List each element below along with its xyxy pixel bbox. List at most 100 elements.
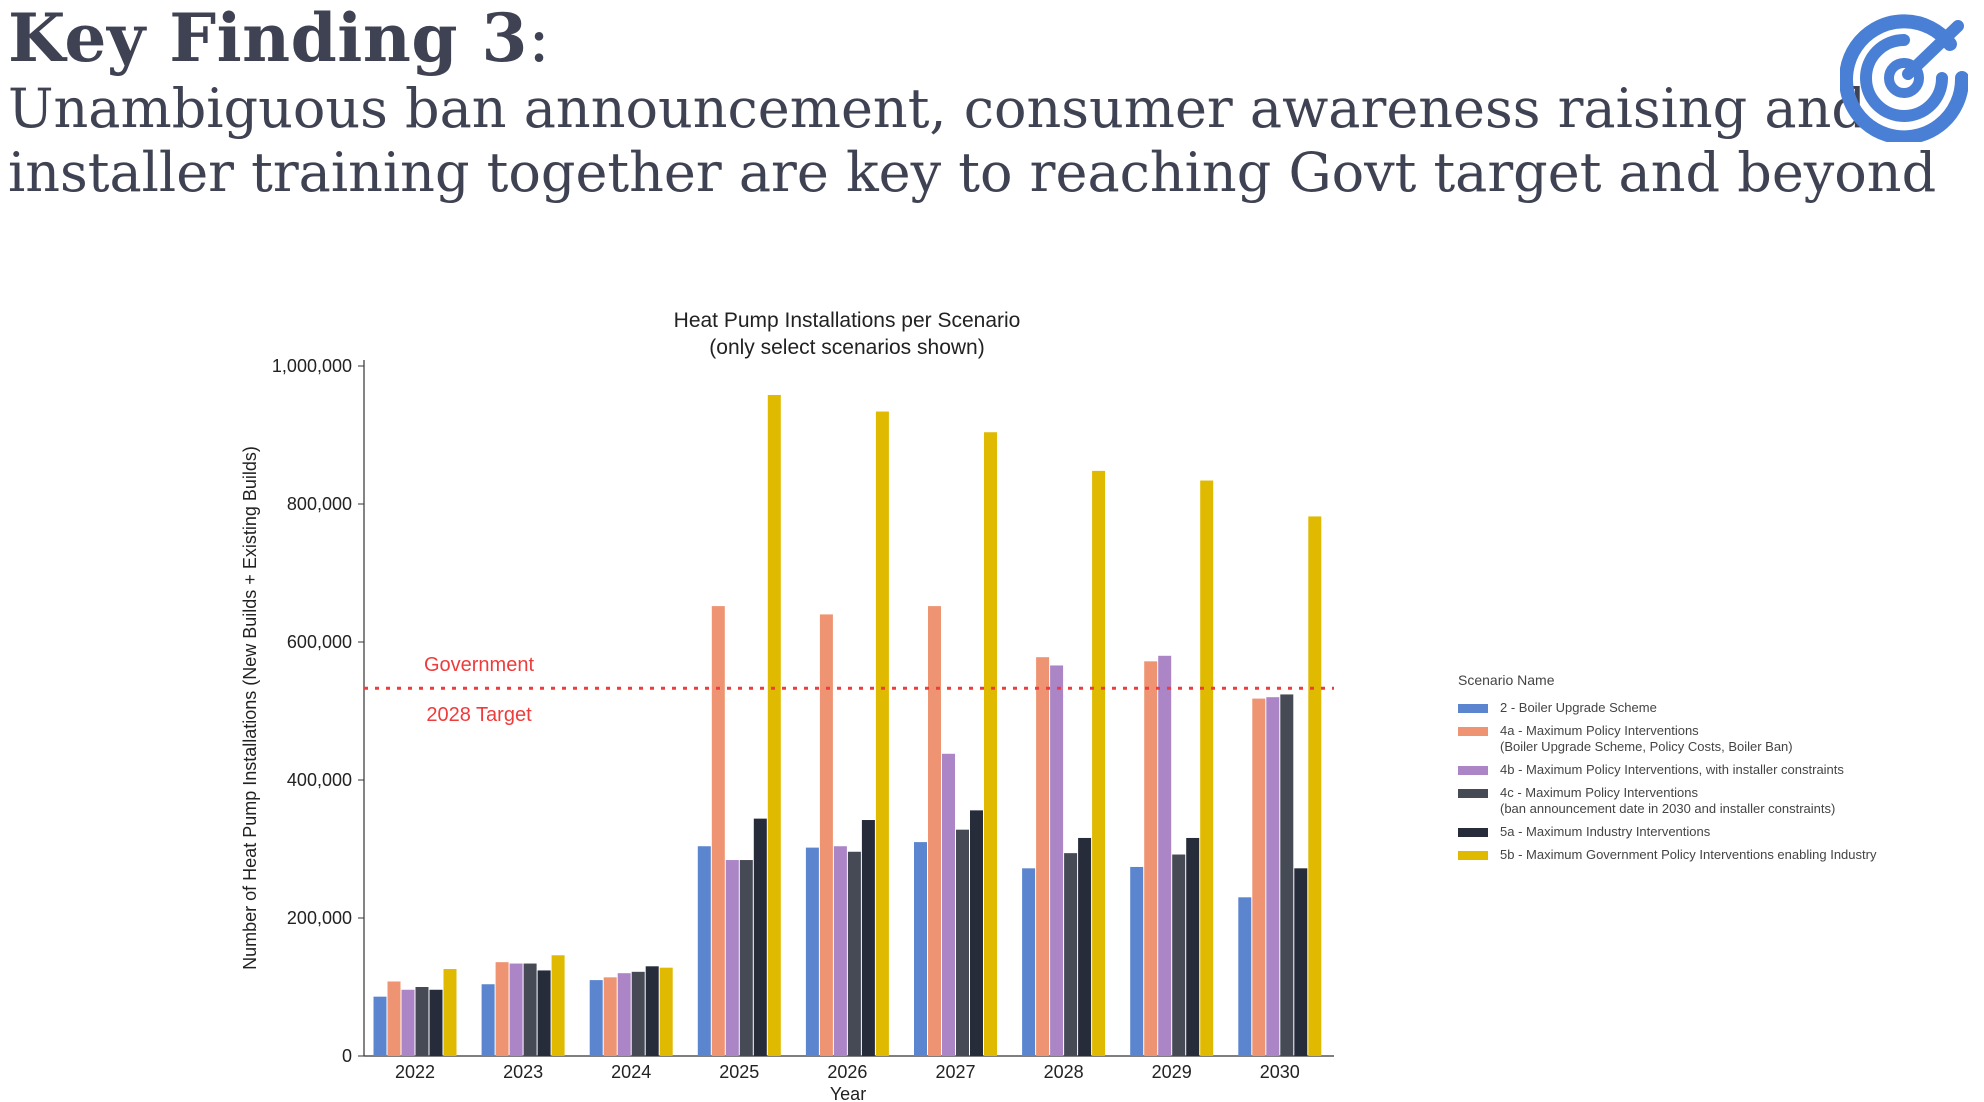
bar-2026-series-4	[847, 851, 861, 1056]
bar-2024-series-2	[603, 977, 617, 1056]
bar-2023-series-4	[523, 963, 537, 1056]
bar-2026-series-2	[819, 614, 833, 1056]
bar-2025-series-2	[711, 606, 725, 1056]
bar-2030-series-5	[1294, 868, 1308, 1056]
bar-2025-series-4	[739, 860, 753, 1056]
target-label-line1: Government	[424, 654, 534, 676]
bar-2024-series-5	[645, 966, 659, 1056]
key-finding-subtitle-line1: Unambiguous ban announcement, consumer a…	[8, 77, 1866, 140]
legend-item-1: 2 - Boiler Upgrade Scheme	[1458, 700, 1876, 716]
x-tick-label: 2027	[935, 1062, 975, 1082]
bar-2028-series-2	[1036, 657, 1050, 1056]
x-tick-label: 2023	[503, 1062, 543, 1082]
legend-swatch	[1458, 851, 1488, 860]
bar-2022-series-6	[443, 969, 457, 1056]
bar-2029-series-6	[1200, 480, 1214, 1056]
bar-2028-series-6	[1092, 470, 1106, 1056]
legend-items: 2 - Boiler Upgrade Scheme 4a - Maximum Po…	[1458, 700, 1876, 863]
bar-2023-series-3	[509, 963, 523, 1056]
x-tick-label: 2024	[611, 1062, 651, 1082]
legend-label: 5a - Maximum Industry Interventions	[1500, 824, 1711, 839]
legend-item-5: 5a - Maximum Industry Interventions	[1458, 824, 1876, 840]
x-tick-label: 2029	[1152, 1062, 1192, 1082]
bar-2029-series-1	[1130, 866, 1144, 1056]
bar-2022-series-4	[415, 987, 429, 1056]
bar-2022-series-5	[429, 989, 443, 1056]
bar-2025-series-1	[697, 846, 711, 1056]
legend-swatch	[1458, 766, 1488, 775]
bar-2025-series-5	[753, 818, 767, 1056]
y-tick-label: 400,000	[287, 770, 352, 790]
bar-2024-series-4	[631, 971, 645, 1056]
legend-label: 4a - Maximum Policy Interventions (Boiler…	[1500, 723, 1793, 754]
y-tick-label: 800,000	[287, 494, 352, 514]
bar-2023-series-1	[481, 984, 495, 1056]
bars-group	[373, 394, 1322, 1057]
key-finding-subtitle-line2: installer training together are key to r…	[8, 141, 1937, 204]
bar-2027-series-3	[942, 753, 955, 1056]
bar-2026-series-3	[833, 846, 847, 1056]
bar-2029-series-3	[1158, 655, 1172, 1056]
y-tick-label: 200,000	[287, 908, 352, 928]
y-ticks-group: 0 200,000 400,000 600,000 800,000 1,000,000	[272, 356, 364, 1066]
bar-2029-series-2	[1144, 661, 1158, 1056]
chart-subtitle: (only select scenarios shown)	[709, 336, 984, 359]
x-tick-label: 2030	[1260, 1062, 1300, 1082]
key-finding-title: Key Finding 3:	[8, 0, 551, 77]
bar-2023-series-6	[551, 955, 565, 1056]
bar-2024-series-6	[659, 967, 673, 1056]
bar-2023-series-5	[537, 970, 551, 1056]
bar-2030-series-2	[1252, 698, 1266, 1056]
bar-2027-series-2	[928, 606, 941, 1056]
bar-2026-series-1	[805, 847, 819, 1056]
bar-2028-series-5	[1078, 837, 1092, 1056]
y-tick-label: 0	[342, 1046, 352, 1066]
bar-2027-series-5	[970, 810, 983, 1056]
x-ticks-group: 2022 2023 2024 2025 2026 2027 2028 2029 2030	[395, 1062, 1300, 1082]
bar-2029-series-4	[1172, 854, 1186, 1056]
bar-2028-series-4	[1064, 853, 1078, 1056]
x-axis-label: Year	[830, 1084, 866, 1102]
legend-swatch	[1458, 727, 1488, 736]
x-tick-label: 2025	[719, 1062, 759, 1082]
bar-2026-series-5	[861, 820, 875, 1056]
bar-2028-series-3	[1050, 665, 1064, 1056]
y-axis-label: Number of Heat Pump Installations (New B…	[240, 446, 260, 970]
legend-label: 5b - Maximum Government Policy Intervent…	[1500, 847, 1877, 862]
target-label-line2: 2028 Target	[426, 704, 532, 726]
legend-item-2: 4a - Maximum Policy Interventions (Boiler…	[1458, 723, 1876, 755]
bar-2030-series-3	[1266, 697, 1280, 1056]
bar-2027-series-1	[914, 842, 927, 1056]
bar-2030-series-4	[1280, 694, 1294, 1056]
bar-2030-series-1	[1238, 897, 1252, 1056]
bar-2029-series-5	[1186, 837, 1200, 1056]
legend-label: 2 - Boiler Upgrade Scheme	[1500, 700, 1657, 715]
y-tick-label: 1,000,000	[272, 356, 352, 376]
bar-2022-series-1	[373, 996, 387, 1056]
chart-title: Heat Pump Installations per Scenario	[674, 309, 1021, 332]
bar-2022-series-2	[387, 981, 401, 1056]
bar-2023-series-2	[495, 962, 509, 1056]
legend-item-3: 4b - Maximum Policy Interventions, with …	[1458, 762, 1876, 778]
bar-2024-series-3	[617, 973, 631, 1056]
x-tick-label: 2028	[1044, 1062, 1084, 1082]
bar-2025-series-6	[767, 394, 781, 1057]
legend-swatch	[1458, 704, 1488, 713]
legend-item-6: 5b - Maximum Government Policy Intervent…	[1458, 847, 1876, 863]
bar-2028-series-1	[1022, 868, 1036, 1056]
bar-2025-series-3	[725, 860, 739, 1056]
bar-2024-series-1	[589, 980, 603, 1056]
y-tick-label: 600,000	[287, 632, 352, 652]
legend-label: 4c - Maximum Policy Interventions (ban an…	[1500, 785, 1836, 816]
x-tick-label: 2026	[827, 1062, 867, 1082]
legend-title: Scenario Name	[1458, 672, 1555, 688]
legend-swatch	[1458, 789, 1488, 798]
legend-item-4: 4c - Maximum Policy Interventions (ban an…	[1458, 785, 1876, 817]
bar-2030-series-6	[1308, 516, 1322, 1056]
slide-heading: Key Finding 3: Unambiguous ban announcem…	[8, 0, 1936, 205]
bar-2027-series-6	[984, 432, 997, 1056]
legend-swatch	[1458, 828, 1488, 837]
bar-2022-series-3	[401, 989, 415, 1056]
bar-2026-series-6	[875, 411, 889, 1056]
